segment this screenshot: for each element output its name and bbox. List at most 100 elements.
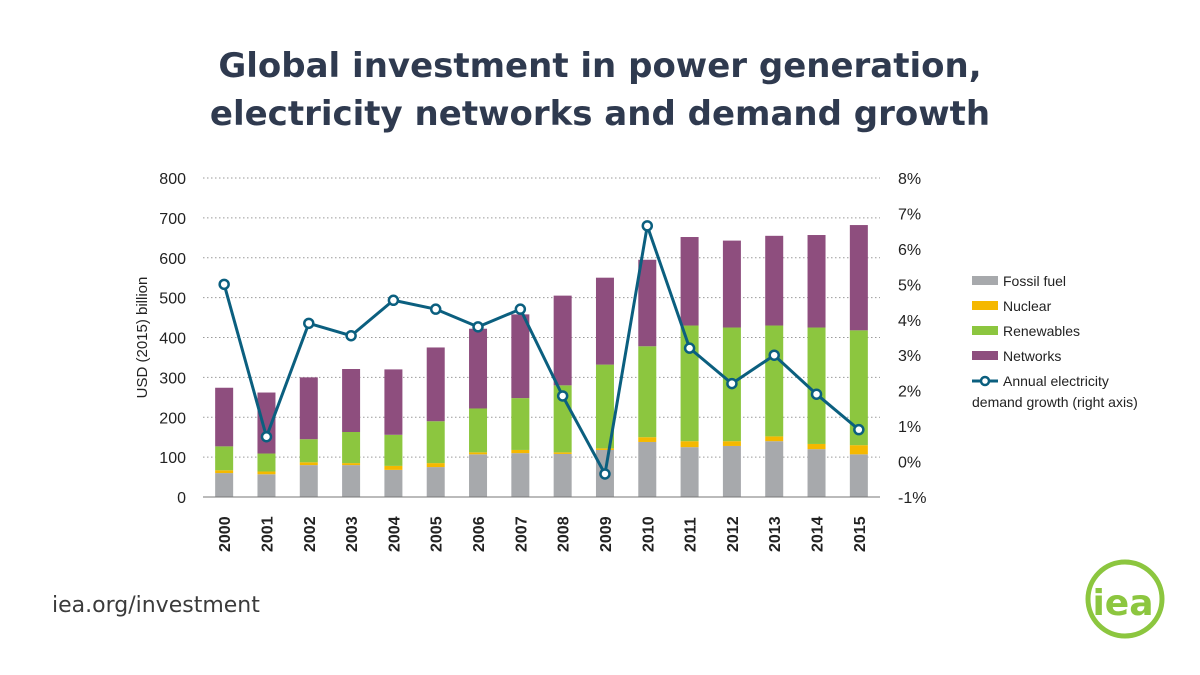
y2-tick-label: 4% bbox=[898, 313, 921, 330]
x-tick-label: 2007 bbox=[513, 516, 530, 552]
y2-tick-label: 3% bbox=[898, 348, 921, 365]
iea-logo-ring bbox=[1085, 559, 1165, 639]
bar-renewables bbox=[426, 421, 445, 464]
iea-logo: iea bbox=[1085, 559, 1165, 639]
x-tick-label: 2009 bbox=[598, 516, 615, 552]
bar-renewables bbox=[469, 408, 488, 453]
demand-growth-line bbox=[218, 220, 865, 480]
bar-fossil-fuel bbox=[553, 453, 572, 497]
bar-networks bbox=[595, 277, 614, 365]
bar-networks bbox=[342, 369, 361, 433]
x-tick-label: 2002 bbox=[302, 516, 319, 552]
demand-growth-point bbox=[472, 321, 484, 333]
legend-label: Renewables bbox=[1003, 323, 1080, 339]
bar-networks bbox=[511, 314, 530, 399]
chart-title-line-1: Global investment in power generation, bbox=[218, 46, 982, 86]
bar-nuclear bbox=[215, 470, 234, 474]
bar-renewables bbox=[638, 346, 657, 438]
bar-fossil-fuel bbox=[469, 454, 488, 497]
bar-fossil-fuel bbox=[722, 445, 741, 497]
bar-nuclear bbox=[680, 441, 699, 448]
bar-fossil-fuel bbox=[680, 447, 699, 497]
bar-fossil-fuel bbox=[342, 465, 361, 497]
bar-nuclear bbox=[807, 443, 826, 450]
bar-nuclear bbox=[384, 465, 403, 470]
chart-title-line-2: electricity networks and demand growth bbox=[209, 94, 991, 134]
bar-nuclear bbox=[765, 436, 784, 442]
demand-growth-point bbox=[345, 329, 357, 342]
bar-fossil-fuel bbox=[299, 465, 318, 497]
demand-growth-point bbox=[387, 294, 400, 307]
y-tick-label: 500 bbox=[159, 291, 186, 308]
bar-nuclear bbox=[257, 471, 276, 475]
bar-networks bbox=[215, 387, 234, 447]
y2-tick-label: 2% bbox=[898, 384, 921, 401]
legend: Fossil fuel Nuclear Renewables Networks Annu… bbox=[972, 273, 1138, 410]
bar-nuclear bbox=[299, 462, 318, 466]
investment-chart: 0 100 200 300 400 500 600 700 800 -1% 0% 1% 2% 3% 4% 5%… bbox=[134, 171, 1138, 552]
legend-swatch bbox=[972, 276, 998, 285]
y-tick-label: 400 bbox=[159, 331, 186, 348]
bar-fossil-fuel bbox=[215, 473, 234, 497]
y-tick-label: 600 bbox=[159, 251, 186, 268]
y-tick-label: 700 bbox=[159, 211, 186, 228]
bar-networks bbox=[299, 377, 318, 440]
bar-nuclear bbox=[553, 452, 572, 454]
y-tick-label: 0 bbox=[177, 490, 186, 507]
bar-fossil-fuel bbox=[849, 454, 868, 497]
demand-growth-point bbox=[810, 388, 823, 400]
bar-networks bbox=[680, 237, 699, 326]
y2-tick-label: 5% bbox=[898, 277, 921, 294]
chart-title: Global investment in power generation, e… bbox=[0, 42, 1200, 138]
x-tick-label: 2000 bbox=[217, 516, 234, 552]
bar-networks bbox=[849, 225, 868, 331]
y-axis-label: USD (2015) billion bbox=[134, 277, 151, 399]
bar-nuclear bbox=[638, 437, 657, 442]
bar-renewables bbox=[257, 453, 276, 472]
y2-tick-label: 6% bbox=[898, 242, 921, 259]
bar-fossil-fuel bbox=[384, 469, 403, 497]
bar-renewables bbox=[849, 330, 868, 446]
x-tick-label: 2004 bbox=[386, 516, 403, 552]
bar-networks bbox=[638, 259, 657, 347]
bar-renewables bbox=[342, 432, 361, 464]
x-tick-label: 2012 bbox=[725, 516, 742, 552]
demand-growth-polyline bbox=[222, 225, 860, 479]
y-tick-label: 800 bbox=[159, 171, 186, 188]
bar-networks bbox=[426, 347, 445, 422]
bar-fossil-fuel bbox=[765, 441, 784, 497]
demand-growth-point bbox=[853, 423, 865, 436]
bar-renewables bbox=[215, 446, 234, 471]
x-tick-label: 2003 bbox=[344, 516, 361, 552]
bar-nuclear bbox=[722, 441, 741, 446]
demand-growth-point bbox=[260, 430, 273, 443]
demand-growth-point bbox=[429, 303, 442, 315]
bar-renewables bbox=[765, 325, 784, 437]
stacked-bars bbox=[215, 225, 868, 497]
bar-fossil-fuel bbox=[511, 453, 530, 497]
bar-renewables bbox=[680, 325, 699, 442]
bar-networks bbox=[553, 295, 572, 386]
legend-label: Networks bbox=[1003, 348, 1061, 364]
y2-tick-label: 7% bbox=[898, 206, 921, 223]
bar-nuclear bbox=[469, 452, 488, 455]
bar-networks bbox=[807, 235, 826, 328]
y2-tick-label: 8% bbox=[898, 171, 921, 188]
legend-line-label-1: Annual electricity bbox=[1003, 373, 1109, 389]
x-tick-label: 2013 bbox=[767, 516, 784, 552]
x-tick-label: 2006 bbox=[471, 516, 488, 552]
bar-networks bbox=[384, 369, 403, 435]
x-tick-label: 2011 bbox=[683, 517, 700, 552]
bar-fossil-fuel bbox=[257, 474, 276, 497]
bar-networks bbox=[469, 328, 488, 409]
bar-fossil-fuel bbox=[638, 441, 657, 497]
x-tick-label: 2008 bbox=[556, 516, 573, 552]
footer-url[interactable]: iea.org/investment bbox=[52, 593, 260, 618]
demand-growth-point bbox=[599, 468, 611, 480]
bar-fossil-fuel bbox=[426, 467, 445, 497]
legend-swatch bbox=[972, 326, 998, 335]
axes: 0 100 200 300 400 500 600 700 800 -1% 0% 1% 2% 3% 4% 5%… bbox=[134, 171, 926, 552]
demand-growth-point bbox=[641, 220, 654, 232]
demand-growth-point bbox=[683, 342, 696, 354]
demand-growth-point bbox=[303, 317, 315, 330]
